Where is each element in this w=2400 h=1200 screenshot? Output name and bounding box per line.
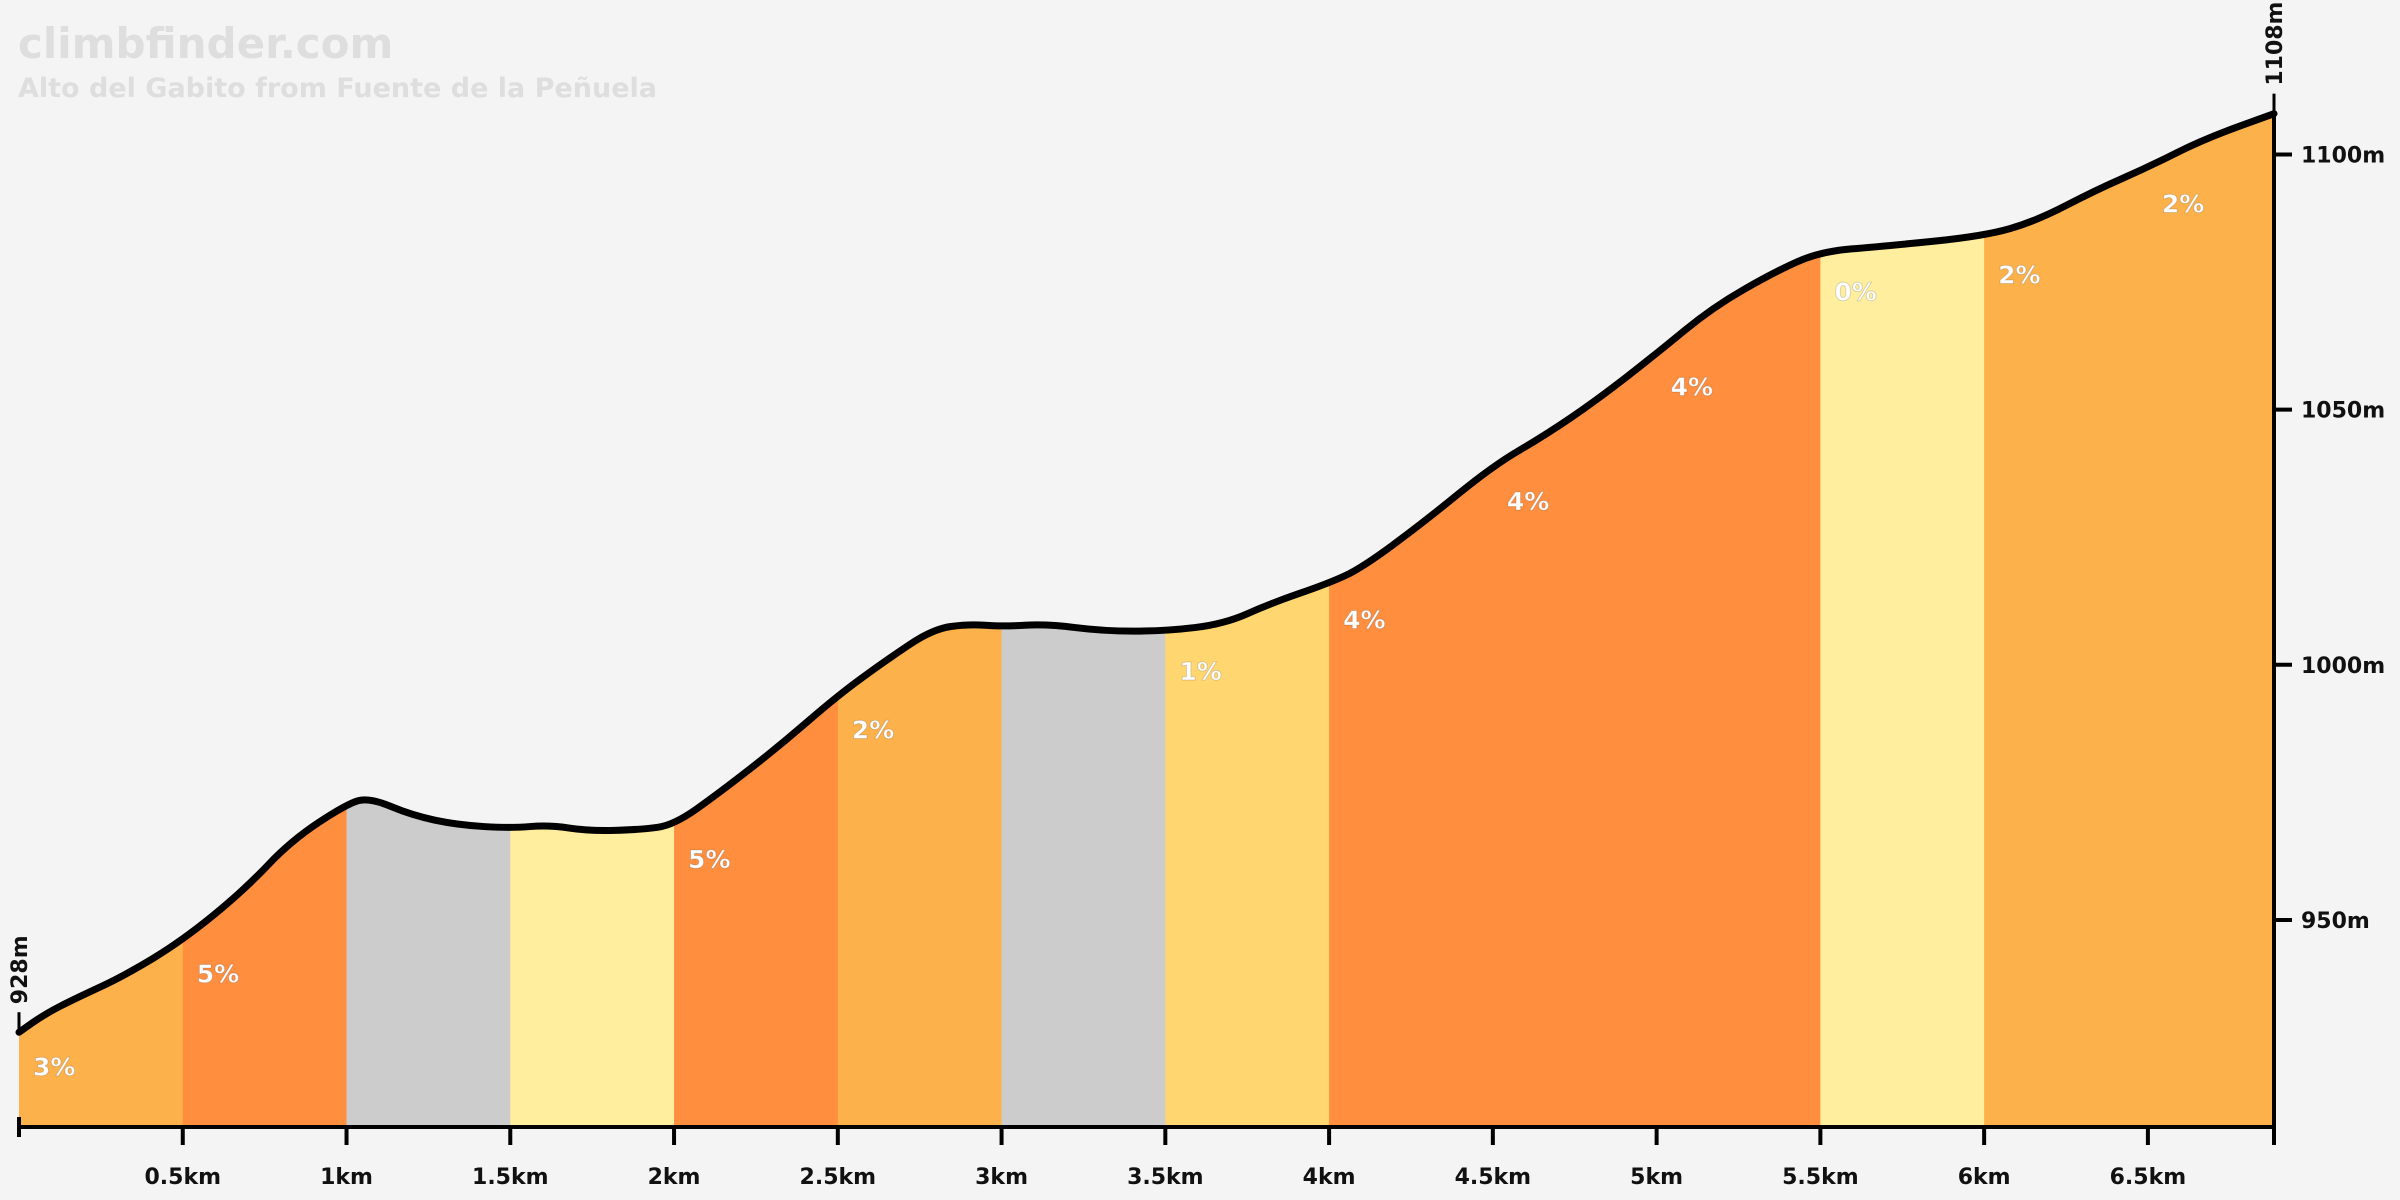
segment-3 — [510, 113, 675, 1127]
x-tick-label: 6km — [1958, 1165, 2011, 1190]
y-tick-label: 950m — [2301, 909, 2370, 934]
y-tick-label: 1050m — [2301, 399, 2385, 424]
segment-label: 2% — [2162, 189, 2204, 218]
gradient-segments — [19, 113, 2274, 1127]
x-tick-label: 3.5km — [1127, 1165, 1204, 1190]
segment-8 — [1329, 113, 1494, 1127]
segment-label: 4% — [1671, 372, 1713, 401]
segment-label: 4% — [1507, 487, 1549, 516]
x-tick-label: 4km — [1303, 1165, 1356, 1190]
y-tick-label: 1000m — [2301, 654, 2385, 679]
x-tick-label: 1.5km — [472, 1165, 549, 1190]
segment-label: 3% — [33, 1052, 75, 1081]
x-tick-label: 5.5km — [1782, 1165, 1859, 1190]
x-tick-label: 0.5km — [144, 1165, 221, 1190]
x-tick-label: 2km — [648, 1165, 701, 1190]
x-tick-label: 1km — [320, 1165, 373, 1190]
segment-12 — [1984, 113, 2149, 1127]
segment-1 — [182, 113, 348, 1127]
segment-label: 5% — [688, 845, 730, 874]
site-logo: climbfinder.com — [18, 19, 393, 68]
segment-2 — [346, 113, 511, 1127]
segment-11 — [1820, 113, 1985, 1127]
segment-label: 2% — [1998, 260, 2040, 289]
segment-label: 4% — [1343, 606, 1385, 635]
segment-label: 1% — [1179, 657, 1221, 686]
x-tick-label: 3km — [975, 1165, 1028, 1190]
climb-title: Alto del Gabito from Fuente de la Peñuel… — [18, 73, 657, 104]
end-elevation-label: 1108m — [2263, 2, 2288, 86]
segment-10 — [1656, 113, 1821, 1127]
segment-7 — [1165, 113, 1330, 1127]
start-elevation-label: 928m — [8, 935, 33, 1004]
segment-label: 2% — [852, 715, 894, 744]
x-tick-label: 5km — [1630, 1165, 1683, 1190]
segment-13 — [2147, 113, 2274, 1127]
segment-label: 5% — [197, 959, 239, 988]
axes: 0.5km 1km 1.5km 2km 2.5km 3km 3.5km 4km 4.5km 5km… — [17, 93, 2385, 1190]
x-tick-label: 2.5km — [800, 1165, 877, 1190]
gradient-labels: 3% 5% 5% 2% 1% 4% 4% 4% 0% 2% 2% — [33, 189, 2205, 1082]
y-tick-label: 1100m — [2301, 144, 2385, 169]
segment-label: 0% — [1834, 278, 1876, 307]
x-tick-label: 6.5km — [2110, 1165, 2187, 1190]
segment-9 — [1492, 113, 1658, 1127]
x-tick-label: 4.5km — [1455, 1165, 1532, 1190]
segment-4 — [674, 113, 839, 1127]
segment-6 — [1001, 113, 1166, 1127]
segment-5 — [837, 113, 1003, 1127]
profile-line — [15, 110, 2278, 1036]
